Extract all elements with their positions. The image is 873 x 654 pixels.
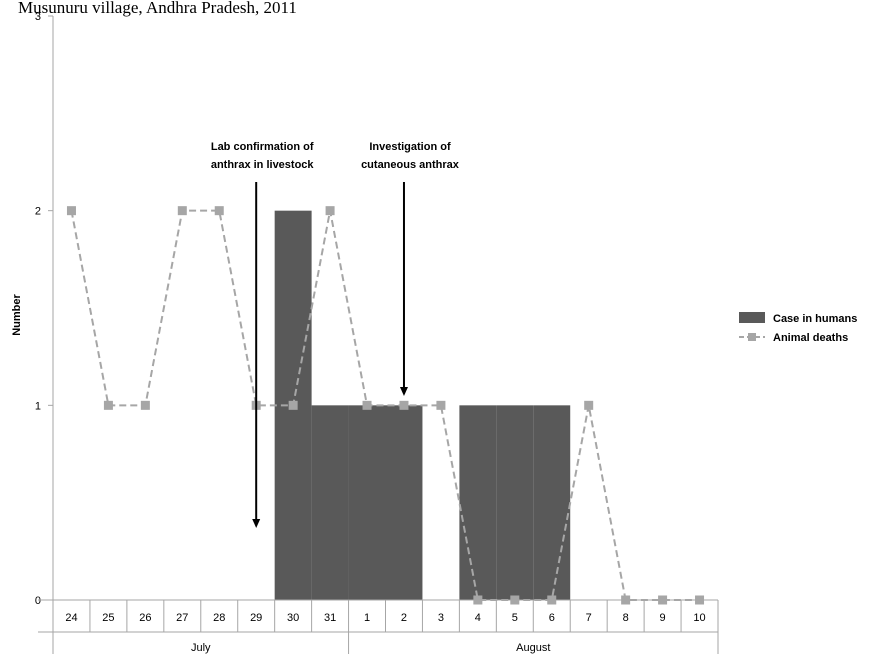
x-tick-label-5: 5 xyxy=(512,612,518,624)
y-tick-label: 1 xyxy=(35,400,41,412)
bar-6 xyxy=(533,405,571,600)
animal-deaths-point xyxy=(103,400,113,410)
x-tick-label-31: 31 xyxy=(324,612,336,624)
animal-deaths-point xyxy=(177,206,187,216)
legend-swatch-humans xyxy=(739,312,765,323)
bar-31 xyxy=(311,405,349,600)
annotation-0-line1: Lab confirmation of xyxy=(211,141,314,153)
x-tick-label-28: 28 xyxy=(213,612,225,624)
x-tick-label-30: 30 xyxy=(287,612,299,624)
chart-title: Musunuru village, Andhra Pradesh, 2011 xyxy=(18,0,297,17)
legend: Case in humans Animal deaths xyxy=(739,312,857,344)
x-tick-label-25: 25 xyxy=(102,612,114,624)
x-tick-label-10: 10 xyxy=(693,612,705,624)
annotation-1-line2: cutaneous anthrax xyxy=(361,159,460,171)
annotation-0-line2: anthrax in livestock xyxy=(211,159,315,171)
x-tick-label-29: 29 xyxy=(250,612,262,624)
animal-deaths-point xyxy=(362,400,372,410)
legend-marker-animals xyxy=(748,333,756,341)
annotation-1-arrow-head xyxy=(399,387,408,396)
month-label-july: July xyxy=(191,642,211,654)
y-tick-label: 0 xyxy=(35,595,41,607)
x-tick-label-3: 3 xyxy=(438,612,444,624)
x-tick-label-26: 26 xyxy=(139,612,151,624)
x-tick-label-27: 27 xyxy=(176,612,188,624)
animal-deaths-point xyxy=(288,400,298,410)
animal-deaths-point xyxy=(140,400,150,410)
x-tick-label-24: 24 xyxy=(65,612,77,624)
annotation-1-line1: Investigation of xyxy=(369,141,451,153)
animal-deaths-point xyxy=(436,400,446,410)
x-tick-label-1: 1 xyxy=(364,612,370,624)
x-tick-label-4: 4 xyxy=(475,612,481,624)
y-tick-label: 3 xyxy=(35,11,41,23)
bar-4 xyxy=(459,405,497,600)
animal-deaths-point xyxy=(325,206,335,216)
animal-deaths-line xyxy=(70,209,700,601)
bar-5 xyxy=(496,405,534,600)
animal-deaths-point xyxy=(66,206,76,216)
x-tick-label-7: 7 xyxy=(586,612,592,624)
legend-label-humans: Case in humans xyxy=(773,313,857,325)
y-tick-label: 2 xyxy=(35,206,41,218)
x-tick-label-2: 2 xyxy=(401,612,407,624)
x-tick-label-8: 8 xyxy=(623,612,629,624)
bar-1 xyxy=(348,405,386,600)
animal-deaths-point xyxy=(399,400,409,410)
annotation-0-arrow-head xyxy=(252,519,261,528)
month-label-august: August xyxy=(516,642,550,654)
animal-deaths-point xyxy=(214,206,224,216)
x-tick-label-9: 9 xyxy=(660,612,666,624)
x-tick-label-6: 6 xyxy=(549,612,555,624)
legend-label-animals: Animal deaths xyxy=(773,332,848,344)
y-axis-label: Number xyxy=(11,294,23,336)
bar-2 xyxy=(385,405,423,600)
animal-deaths-point xyxy=(584,400,594,410)
